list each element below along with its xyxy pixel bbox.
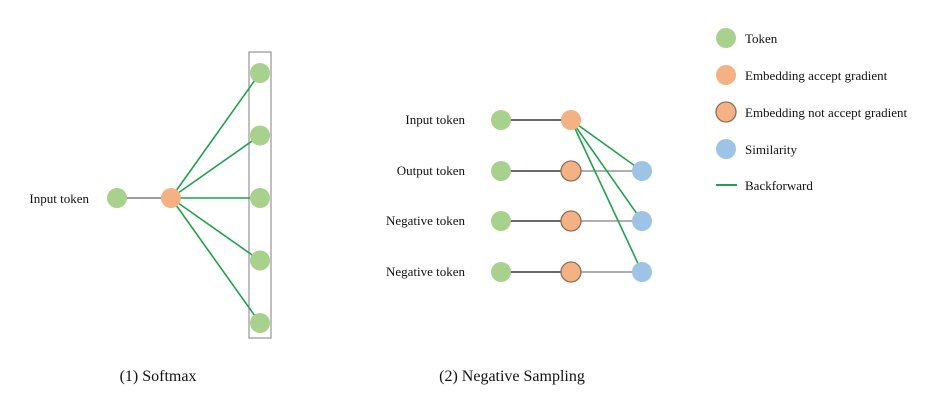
ns-edges bbox=[501, 119, 643, 273]
ns-row-label: Input token bbox=[405, 112, 465, 127]
softmax-backforward-edge bbox=[170, 72, 261, 199]
ns-token-node bbox=[491, 262, 511, 282]
legend-similarity-label: Similarity bbox=[745, 142, 798, 157]
softmax-backforward-edges bbox=[170, 72, 261, 324]
ns-backforward-edge bbox=[570, 119, 643, 222]
legend-similarity-icon bbox=[716, 139, 736, 159]
legend-accept-label: Embedding accept gradient bbox=[745, 68, 888, 83]
softmax-output-token-node bbox=[250, 63, 270, 83]
ns-nodes bbox=[491, 110, 652, 283]
ns-token-node bbox=[491, 110, 511, 130]
softmax-input-token-node bbox=[107, 188, 127, 208]
negative-sampling-caption: (2) Negative Sampling bbox=[439, 368, 585, 385]
ns-embedding-not-accept-node bbox=[560, 210, 582, 232]
ns-embedding-not-accept-node bbox=[560, 261, 582, 283]
softmax-embedding-node bbox=[161, 188, 181, 208]
ns-row-label: Negative token bbox=[386, 213, 466, 228]
softmax-output-token-node bbox=[250, 188, 270, 208]
softmax-output-box bbox=[248, 51, 272, 339]
legend-not-accept-label: Embedding not accept gradient bbox=[745, 105, 907, 120]
ns-token-node bbox=[491, 211, 511, 231]
negative-sampling-panel: Input token Output token Negative token Neg… bbox=[386, 110, 652, 385]
legend-backforward-label: Backforward bbox=[745, 178, 813, 193]
softmax-output-token-node bbox=[250, 313, 270, 333]
legend: Token Embedding accept gradient Embeddin… bbox=[715, 28, 907, 193]
ns-backforward-edge bbox=[570, 119, 643, 273]
softmax-backforward-edge bbox=[170, 197, 261, 324]
ns-embedding-accept-node bbox=[561, 110, 581, 130]
legend-token-icon bbox=[716, 28, 736, 48]
legend-token-label: Token bbox=[745, 31, 778, 46]
softmax-output-token-node bbox=[250, 250, 270, 271]
softmax-output-nodes bbox=[250, 63, 270, 333]
softmax-backforward-edge bbox=[170, 134, 261, 199]
ns-token-node bbox=[491, 161, 511, 181]
ns-backforward-edge bbox=[570, 119, 643, 172]
ns-row-label: Output token bbox=[397, 163, 466, 178]
ns-embedding-not-accept-node bbox=[560, 160, 582, 182]
ns-similarity-node bbox=[632, 262, 652, 282]
softmax-output-token-node bbox=[250, 125, 270, 146]
legend-accept-icon bbox=[716, 65, 736, 85]
legend-not-accept-icon bbox=[715, 101, 737, 123]
softmax-input-label: Input token bbox=[29, 191, 89, 206]
ns-similarity-node bbox=[632, 211, 652, 231]
ns-labels: Input token Output token Negative token Neg… bbox=[386, 112, 466, 279]
softmax-caption: (1) Softmax bbox=[120, 368, 197, 385]
softmax-backforward-edge bbox=[170, 197, 261, 262]
ns-row-label: Negative token bbox=[386, 264, 466, 279]
softmax-panel: Input token (1) Softmax bbox=[29, 51, 272, 385]
ns-similarity-node bbox=[632, 161, 652, 181]
